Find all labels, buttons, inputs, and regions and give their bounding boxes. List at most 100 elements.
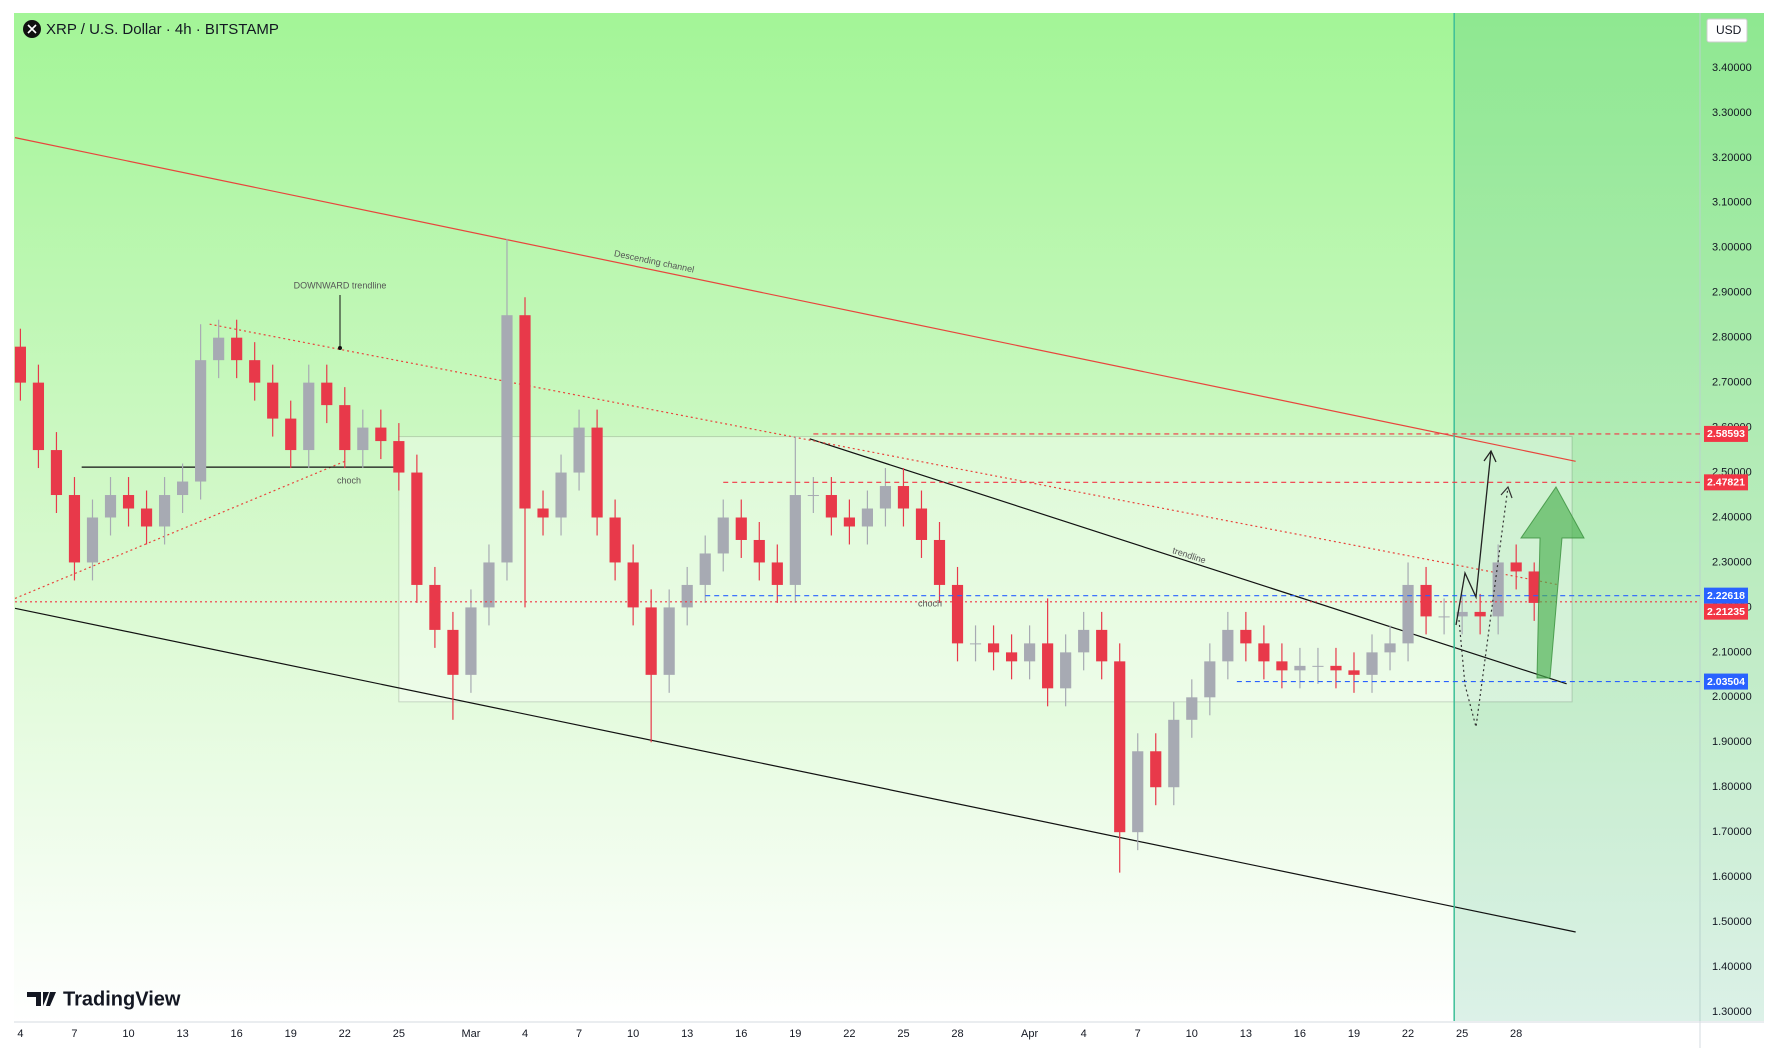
- x-tick-label: 7: [71, 1028, 77, 1040]
- candle-body: [699, 553, 711, 585]
- y-tick-label: 1.90000: [1712, 736, 1752, 748]
- y-tick-label: 2.90000: [1712, 287, 1752, 299]
- x-tick-label: 16: [735, 1028, 747, 1040]
- time-axis-background: [14, 1022, 1764, 1048]
- x-tick-label: Mar: [461, 1028, 480, 1040]
- candle-body: [1258, 643, 1270, 662]
- candle-body: [1438, 616, 1450, 618]
- candle-body: [411, 472, 423, 585]
- candle-body: [357, 427, 369, 451]
- projection-path: [1455, 450, 1492, 626]
- x-tick-label: 19: [789, 1028, 801, 1040]
- trend-line: [14, 607, 1576, 933]
- candle-body: [1420, 584, 1432, 617]
- candle-body: [537, 508, 549, 518]
- annotation: DOWNWARD trendline: [294, 280, 387, 290]
- price-label: 2.58593: [1707, 428, 1745, 440]
- y-tick-label: 3.30000: [1712, 107, 1752, 119]
- candle-body: [1005, 652, 1018, 662]
- x-tick-label: 10: [1186, 1028, 1198, 1040]
- arrow-head: [1500, 485, 1513, 499]
- candle-body: [573, 427, 585, 473]
- symbol-title: XRP / U.S. Dollar · 4h · BITSTAMP: [46, 21, 279, 38]
- candle-body: [339, 405, 351, 451]
- candle-body: [68, 495, 81, 563]
- currency-box[interactable]: [1706, 18, 1748, 43]
- candle-body: [501, 315, 513, 563]
- y-tick-label: 3.40000: [1712, 62, 1752, 74]
- candle-body: [1078, 629, 1090, 653]
- y-tick-label: 1.60000: [1712, 871, 1752, 883]
- price-label-box: [1704, 603, 1748, 620]
- candle-body: [104, 495, 117, 518]
- x-tick-label: 19: [285, 1028, 297, 1040]
- candle-body: [897, 486, 910, 509]
- candle-body: [519, 315, 531, 509]
- candle-body: [933, 539, 946, 585]
- currency[interactable]: USD: [1716, 23, 1742, 37]
- x-tick-label: 13: [176, 1028, 188, 1040]
- candle-body: [1384, 643, 1396, 653]
- candle-body: [303, 382, 315, 451]
- candle-body: [122, 495, 135, 509]
- candle-body: [1024, 643, 1036, 662]
- price-label-box: [1704, 425, 1748, 442]
- y-tick-label: 1.30000: [1712, 1006, 1752, 1018]
- x-tick-label: 4: [1081, 1028, 1087, 1040]
- annotation: choch: [337, 475, 361, 485]
- price-label: 2.21235: [1707, 606, 1745, 618]
- candle-body: [861, 508, 873, 527]
- x-tick-label: 10: [627, 1028, 639, 1040]
- arrow-head: [1483, 449, 1497, 463]
- price-label: 2.47821: [1707, 477, 1745, 489]
- y-tick-label: 1.70000: [1712, 826, 1752, 838]
- candle-body: [753, 539, 765, 563]
- candle-body: [789, 495, 801, 585]
- candle-body: [1042, 643, 1054, 689]
- x-tick-label: Apr: [1021, 1028, 1038, 1040]
- candle-body: [447, 629, 459, 675]
- candle-body: [843, 517, 855, 527]
- candle-body: [627, 562, 639, 608]
- candle-body: [86, 517, 99, 563]
- candle-body: [1096, 629, 1108, 662]
- y-tick-label: 2.30000: [1712, 556, 1752, 568]
- x-tick-label: 28: [1510, 1028, 1522, 1040]
- x-tick-label: 25: [1456, 1028, 1468, 1040]
- candle-body: [1114, 661, 1126, 833]
- candle-body: [429, 584, 441, 630]
- x-tick-label: 25: [393, 1028, 405, 1040]
- trend-line: [809, 438, 1567, 685]
- candle-body: [1276, 661, 1288, 671]
- candle-body: [1456, 611, 1468, 617]
- candle-body: [1204, 661, 1216, 698]
- candle-body: [771, 562, 783, 585]
- candle-body: [249, 360, 261, 383]
- candle-body: [879, 486, 892, 509]
- y-tick-label: 3.00000: [1712, 242, 1752, 254]
- forecast-region: [1454, 13, 1764, 1021]
- plot-background: [14, 13, 1764, 1022]
- x-tick-label: 16: [231, 1028, 243, 1040]
- candle-body: [1528, 571, 1540, 603]
- candle-body: [14, 346, 26, 383]
- candle-body: [825, 495, 837, 518]
- candle-body: [177, 481, 189, 496]
- candle-body: [555, 472, 567, 518]
- y-tick-label: 2.70000: [1712, 377, 1752, 389]
- candle-body: [609, 517, 621, 563]
- candle-body: [1366, 652, 1378, 675]
- candle-body: [195, 360, 207, 482]
- pointer-dot: [338, 346, 342, 350]
- x-tick-label: 4: [522, 1028, 528, 1040]
- price-label-box: [1704, 474, 1748, 491]
- candle-body: [951, 584, 964, 644]
- price-label-box: [1704, 673, 1748, 690]
- candle-body: [591, 427, 603, 518]
- y-tick-label: 2.00000: [1712, 691, 1752, 703]
- projection-arrows: [338, 295, 1585, 728]
- candle-body: [1294, 665, 1306, 671]
- candle-body: [645, 607, 657, 675]
- candle-body: [32, 382, 45, 451]
